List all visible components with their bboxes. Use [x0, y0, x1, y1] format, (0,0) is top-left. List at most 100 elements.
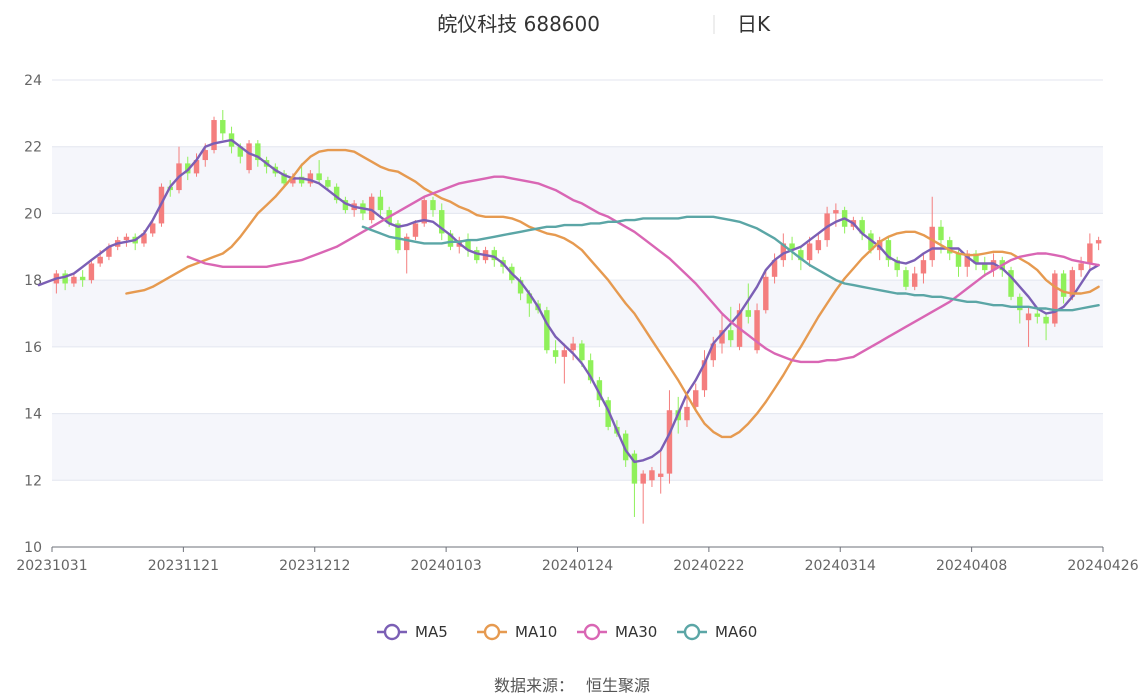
- candle-body: [281, 173, 287, 184]
- candle-body: [255, 143, 261, 161]
- candle-body: [754, 310, 760, 351]
- candle-body: [763, 276, 769, 311]
- candle-body: [150, 223, 156, 234]
- legend-item-ma10[interactable]: MA10: [477, 623, 557, 641]
- x-tick-label: 20240426: [1067, 558, 1138, 574]
- y-axis: 10 12 14 16 18 20 22 24: [24, 73, 42, 556]
- candle-body: [622, 433, 629, 461]
- source-name: 恒生聚源: [586, 676, 650, 695]
- candle-body: [491, 250, 498, 261]
- candle-body: [342, 200, 349, 211]
- candle-body: [141, 233, 147, 244]
- candle-body: [202, 150, 208, 161]
- candle-body: [377, 196, 384, 211]
- candle-body: [1008, 270, 1014, 297]
- candle-body: [693, 390, 699, 407]
- x-axis: 20231031 20231121 20231212 20240103 20240124…: [16, 546, 1139, 574]
- candle-body: [395, 223, 401, 251]
- line-ma60: [361, 215, 1100, 312]
- x-tick-label: 20231121: [148, 558, 219, 574]
- candle-body: [316, 173, 322, 181]
- candle-body: [640, 473, 646, 484]
- candle-body: [938, 226, 944, 241]
- candle-body: [964, 253, 970, 267]
- candle-body: [876, 240, 883, 251]
- candle-body: [465, 240, 471, 251]
- legend-marker-icon: [483, 623, 501, 641]
- candle-body: [973, 253, 979, 264]
- x-tick-label: 20240314: [805, 558, 876, 574]
- x-tick-label: 20240124: [542, 558, 613, 574]
- grid-bands: [52, 146, 1103, 481]
- y-tick-label: 18: [24, 273, 42, 289]
- candle-body: [1060, 273, 1067, 297]
- candle-body: [771, 260, 778, 277]
- candle-body: [246, 143, 252, 171]
- candle-body: [290, 176, 296, 184]
- candle-body: [88, 263, 95, 281]
- chart-subtitle: 日K: [737, 12, 771, 36]
- candle-body: [894, 260, 900, 271]
- legend-item-ma30[interactable]: MA30: [577, 623, 657, 641]
- legend-label: MA5: [415, 623, 448, 641]
- candle-body: [526, 293, 533, 304]
- candle-body: [552, 350, 559, 357]
- candle-body: [579, 343, 585, 361]
- candle-body: [106, 246, 112, 257]
- x-tick-label: 20231212: [279, 558, 350, 574]
- candle-body: [79, 276, 86, 281]
- candle-body: [868, 233, 874, 251]
- candle-body: [728, 330, 734, 341]
- candle-body: [447, 233, 454, 247]
- candle-body: [701, 360, 708, 391]
- candle-body: [780, 243, 787, 261]
- candle-body: [1034, 313, 1041, 317]
- line-ma30: [186, 175, 1100, 364]
- candle-body: [815, 240, 822, 251]
- grid-band: [52, 413, 1103, 481]
- candle-body: [990, 260, 997, 271]
- candle-body: [439, 210, 445, 234]
- legend-item-ma60[interactable]: MA60: [677, 623, 757, 641]
- x-tick-label: 20240222: [673, 558, 744, 574]
- candle-body: [947, 240, 953, 254]
- candle-body: [587, 360, 594, 381]
- x-tick-label: 20240408: [936, 558, 1007, 574]
- candle-body: [570, 343, 576, 351]
- legend-item-ma5[interactable]: MA5: [377, 623, 448, 641]
- candle-body: [561, 350, 568, 357]
- chart-header: 皖仪科技 688600 日K: [437, 12, 771, 36]
- candle-body: [517, 280, 524, 294]
- y-tick-label: 14: [24, 407, 42, 423]
- candle-body: [911, 273, 918, 287]
- candle-body: [307, 173, 314, 184]
- candle-body: [833, 210, 839, 214]
- candle-body: [368, 196, 375, 221]
- candle-body: [596, 380, 603, 401]
- candle-body: [710, 343, 716, 361]
- y-tick-label: 24: [24, 73, 42, 89]
- candle-body: [211, 120, 217, 151]
- candle-body: [859, 220, 865, 234]
- candle-body: [237, 146, 244, 157]
- candle-body: [62, 273, 68, 284]
- candle-body: [544, 310, 550, 351]
- candle-body: [298, 176, 305, 184]
- candle-body: [745, 310, 752, 317]
- candle-body: [631, 453, 638, 484]
- candle-body: [1087, 243, 1093, 264]
- candle-body: [929, 226, 935, 261]
- candle-body: [1017, 296, 1023, 311]
- y-tick-label: 20: [24, 206, 42, 222]
- candle-body: [1052, 273, 1058, 324]
- x-tick-label: 20240103: [410, 558, 481, 574]
- candle-body: [885, 240, 892, 261]
- source-note: 数据来源： 恒生聚源: [494, 676, 650, 695]
- legend-label: MA30: [615, 623, 657, 641]
- line-ma5: [37, 138, 1100, 464]
- candle-body: [806, 243, 813, 261]
- candle-body: [325, 180, 331, 187]
- candle-body: [1069, 270, 1076, 297]
